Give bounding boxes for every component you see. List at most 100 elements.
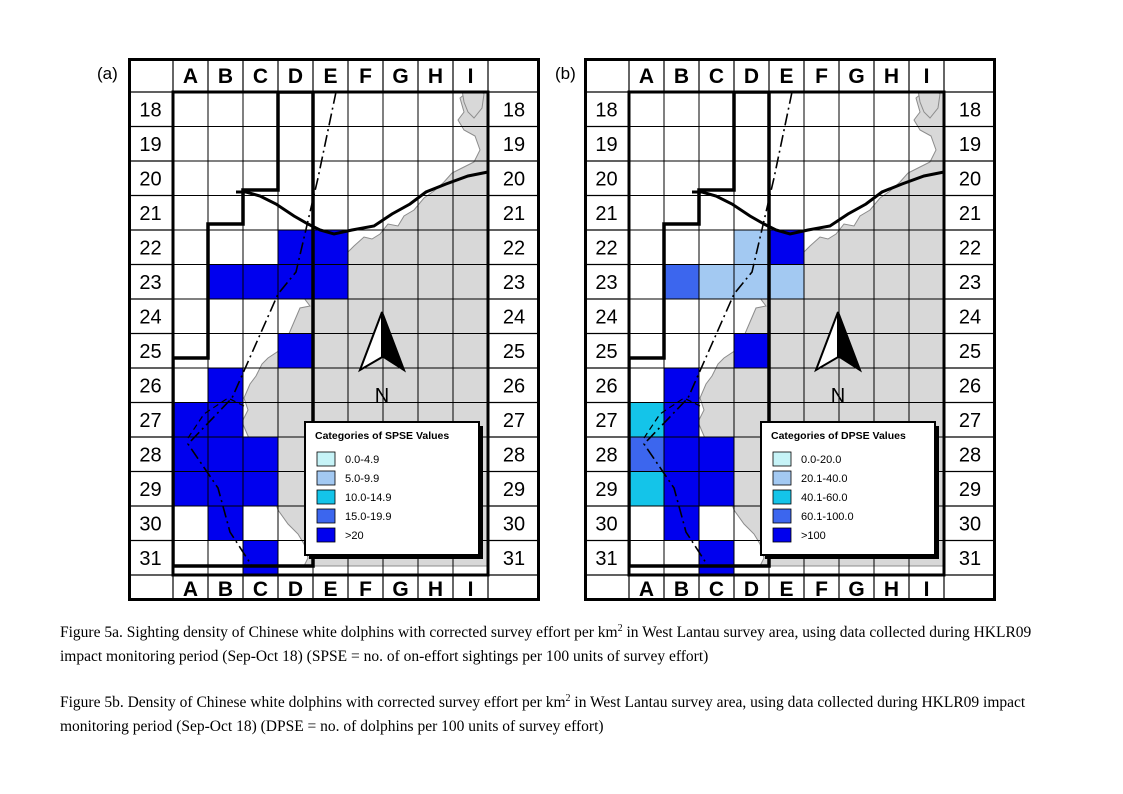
grid-cell-D22 [734, 230, 769, 265]
north-label: N [831, 385, 845, 407]
dashed-route-line [643, 397, 701, 439]
legend-swatch [772, 470, 792, 486]
legend-label: 40.1-60.0 [801, 492, 847, 504]
column-label-top: A [639, 65, 654, 88]
row-label-left: 23 [595, 272, 617, 294]
row-label-right: 29 [959, 479, 981, 501]
column-label-top: C [253, 65, 268, 88]
column-label-bottom: G [848, 578, 864, 601]
column-footer-band [128, 575, 540, 601]
legend-title: Categories of SPSE Values [315, 430, 449, 442]
legend-swatch [772, 489, 792, 505]
row-label-band-left [584, 58, 629, 601]
column-label-bottom: I [924, 578, 930, 601]
map-inner-frame [171, 90, 490, 577]
grid-cell-E23 [313, 264, 348, 299]
column-header-band [584, 58, 996, 92]
grid-cell-C23 [699, 264, 734, 299]
grid-cell-B29 [208, 471, 243, 506]
legend-label: >20 [345, 530, 364, 542]
row-label-right: 26 [959, 375, 981, 397]
grid-cell-C31 [243, 540, 278, 575]
bridge-alignment-line [692, 170, 945, 236]
caption-b-superscript: 2 [565, 692, 571, 704]
column-label-bottom: D [288, 578, 303, 601]
row-label-left: 28 [595, 444, 617, 466]
row-label-left: 31 [595, 548, 617, 570]
row-label-right: 25 [503, 341, 525, 363]
grid-cell-E22 [769, 230, 804, 265]
row-label-right: 22 [959, 237, 981, 259]
legend-swatch [772, 527, 792, 543]
legend-label: 60.1-100.0 [801, 511, 854, 523]
north-arrow-shadow [837, 311, 863, 373]
column-label-bottom: H [884, 578, 899, 601]
column-label-bottom: D [744, 578, 759, 601]
legend-box: Categories of DPSE Values 0.0-20.0 20.1-40… [760, 421, 939, 559]
legend-label: >100 [801, 530, 826, 542]
column-label-top: D [744, 65, 759, 88]
airport-channel-line [186, 91, 337, 567]
grid-cell-B27 [208, 402, 243, 437]
row-label-left: 18 [595, 99, 617, 121]
column-label-top: E [323, 65, 337, 88]
row-label-right: 20 [503, 168, 525, 190]
caption-a-superscript: 2 [617, 622, 623, 634]
grid-cell-B23 [208, 264, 243, 299]
legend-label: 5.0-9.9 [345, 473, 379, 485]
grid-cell-B23 [664, 264, 699, 299]
legend-label: 20.1-40.0 [801, 473, 847, 485]
row-label-right: 24 [503, 306, 525, 328]
row-label-band-right [944, 58, 996, 601]
grid-cell-A29 [629, 471, 664, 506]
row-label-left: 28 [139, 444, 161, 466]
row-label-band-left [128, 58, 173, 601]
grid-cell-A28 [629, 437, 664, 472]
row-label-right: 27 [959, 410, 981, 432]
legend-swatch [772, 451, 792, 467]
column-header-band [128, 58, 540, 92]
column-label-top: B [674, 65, 689, 88]
row-label-left: 22 [595, 237, 617, 259]
caption-b-text: Figure 5b. Density of Chinese white dolp… [60, 694, 566, 711]
row-label-left: 22 [139, 237, 161, 259]
row-label-right: 31 [959, 548, 981, 570]
legend-swatch [316, 489, 336, 505]
grid-cell-E23 [769, 264, 804, 299]
row-label-left: 25 [139, 341, 161, 363]
grid-cell-D25 [278, 333, 313, 368]
legend-swatch [772, 508, 792, 524]
row-label-right: 21 [503, 203, 525, 225]
label-grid-lines [584, 58, 996, 601]
row-label-right: 20 [959, 168, 981, 190]
grid-cell-B30 [664, 506, 699, 541]
legend-title: Categories of DPSE Values [771, 430, 906, 442]
column-label-top: G [848, 65, 864, 88]
row-label-left: 30 [139, 513, 161, 535]
legend-label: 15.0-19.9 [345, 511, 391, 523]
grid-cell-C28 [699, 437, 734, 472]
row-label-left: 31 [139, 548, 161, 570]
column-label-bottom: E [323, 578, 337, 601]
grid-cell-C29 [699, 471, 734, 506]
grid-cell-E22 [313, 230, 348, 265]
grid-cell-D25 [734, 333, 769, 368]
grid-cell-A27 [629, 402, 664, 437]
row-label-right: 28 [959, 444, 981, 466]
column-label-top: I [924, 65, 930, 88]
map-inner-frame [627, 90, 946, 577]
grid-cell-C31 [699, 540, 734, 575]
row-label-right: 21 [959, 203, 981, 225]
row-label-right: 30 [503, 513, 525, 535]
row-label-right: 23 [503, 272, 525, 294]
legend-swatch [316, 451, 336, 467]
row-label-left: 27 [139, 410, 161, 432]
row-label-right: 25 [959, 341, 981, 363]
row-label-right: 29 [503, 479, 525, 501]
grid-cell-C28 [243, 437, 278, 472]
grid-cell-C23 [243, 264, 278, 299]
bridge-alignment-line [236, 170, 489, 236]
row-label-right: 24 [959, 306, 981, 328]
